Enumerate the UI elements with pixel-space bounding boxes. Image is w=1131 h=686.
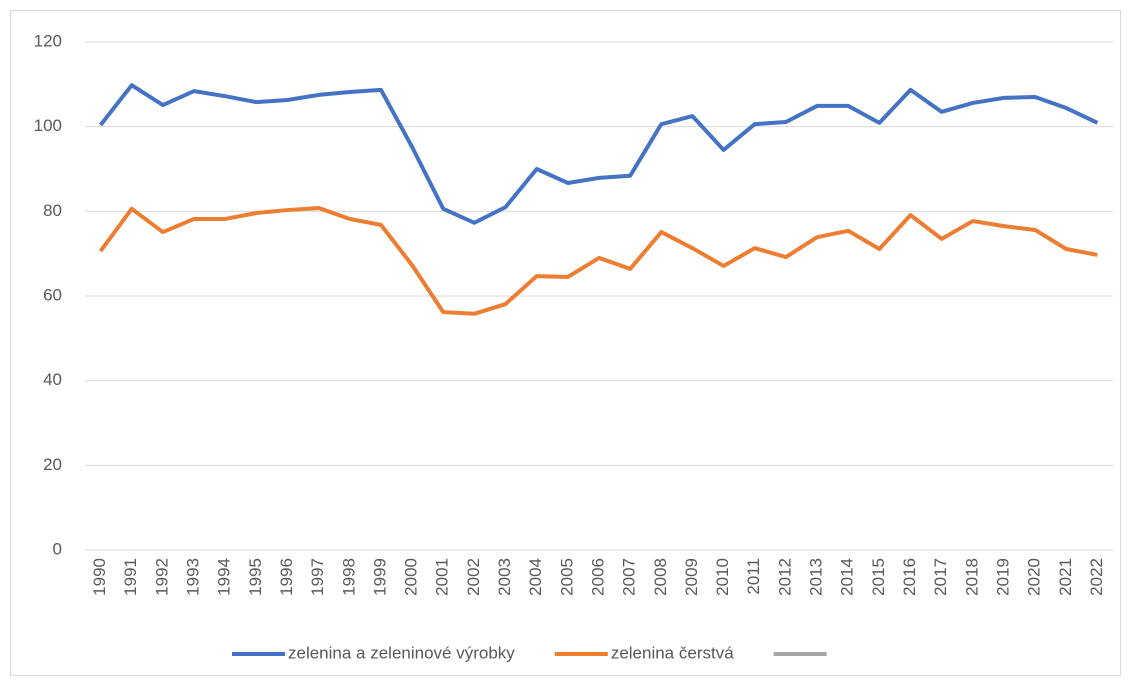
y-tick-label: 100 bbox=[34, 116, 62, 135]
x-tick-label: 1997 bbox=[308, 558, 327, 596]
x-tick-label: 2015 bbox=[869, 558, 888, 596]
x-tick-label: 2013 bbox=[807, 558, 826, 596]
y-tick-label: 80 bbox=[43, 201, 62, 220]
x-tick-label: 2005 bbox=[557, 558, 576, 596]
x-tick-label: 2016 bbox=[900, 558, 919, 596]
x-tick-label: 1999 bbox=[370, 558, 389, 596]
x-tick-label: 2002 bbox=[464, 558, 483, 596]
y-tick-label: 0 bbox=[53, 539, 62, 558]
x-tick-label: 1996 bbox=[277, 558, 296, 596]
chart-border bbox=[10, 10, 1121, 676]
x-tick-label: 2007 bbox=[620, 558, 639, 596]
x-tick-label: 2022 bbox=[1087, 558, 1106, 596]
x-tick-label: 2003 bbox=[495, 558, 514, 596]
x-tick-label: 1991 bbox=[121, 558, 140, 596]
x-tick-label: 1993 bbox=[184, 558, 203, 596]
x-tick-label: 2004 bbox=[526, 558, 545, 596]
x-tick-label: 1992 bbox=[152, 558, 171, 596]
y-tick-label: 60 bbox=[43, 285, 62, 304]
x-tick-label: 2010 bbox=[713, 558, 732, 596]
x-tick-label: 2001 bbox=[433, 558, 452, 596]
x-tick-label: 2012 bbox=[775, 558, 794, 596]
x-tick-label: 2020 bbox=[1025, 558, 1044, 596]
x-tick-label: 2008 bbox=[651, 558, 670, 596]
x-tick-label: 2014 bbox=[838, 558, 857, 596]
y-tick-label: 20 bbox=[43, 455, 62, 474]
x-tick-label: 2009 bbox=[682, 558, 701, 596]
x-tick-label: 2019 bbox=[993, 558, 1012, 596]
x-tick-label: 1990 bbox=[90, 558, 109, 596]
x-tick-label: 2018 bbox=[962, 558, 981, 596]
x-tick-label: 2021 bbox=[1056, 558, 1075, 596]
x-tick-label: 2006 bbox=[588, 558, 607, 596]
y-tick-label: 40 bbox=[43, 370, 62, 389]
x-tick-label: 1998 bbox=[339, 558, 358, 596]
legend-label: zelenina čerstvá bbox=[611, 643, 734, 662]
legend-label: zelenina a zeleninové výrobky bbox=[288, 643, 515, 662]
y-tick-label: 120 bbox=[34, 31, 62, 50]
x-tick-label: 1994 bbox=[215, 558, 234, 596]
x-tick-label: 2000 bbox=[402, 558, 421, 596]
x-tick-label: 2011 bbox=[744, 558, 763, 595]
series-line bbox=[99, 83, 1099, 225]
series-line bbox=[98, 205, 1098, 316]
x-tick-label: 1995 bbox=[246, 558, 265, 596]
x-tick-label: 2017 bbox=[931, 558, 950, 596]
